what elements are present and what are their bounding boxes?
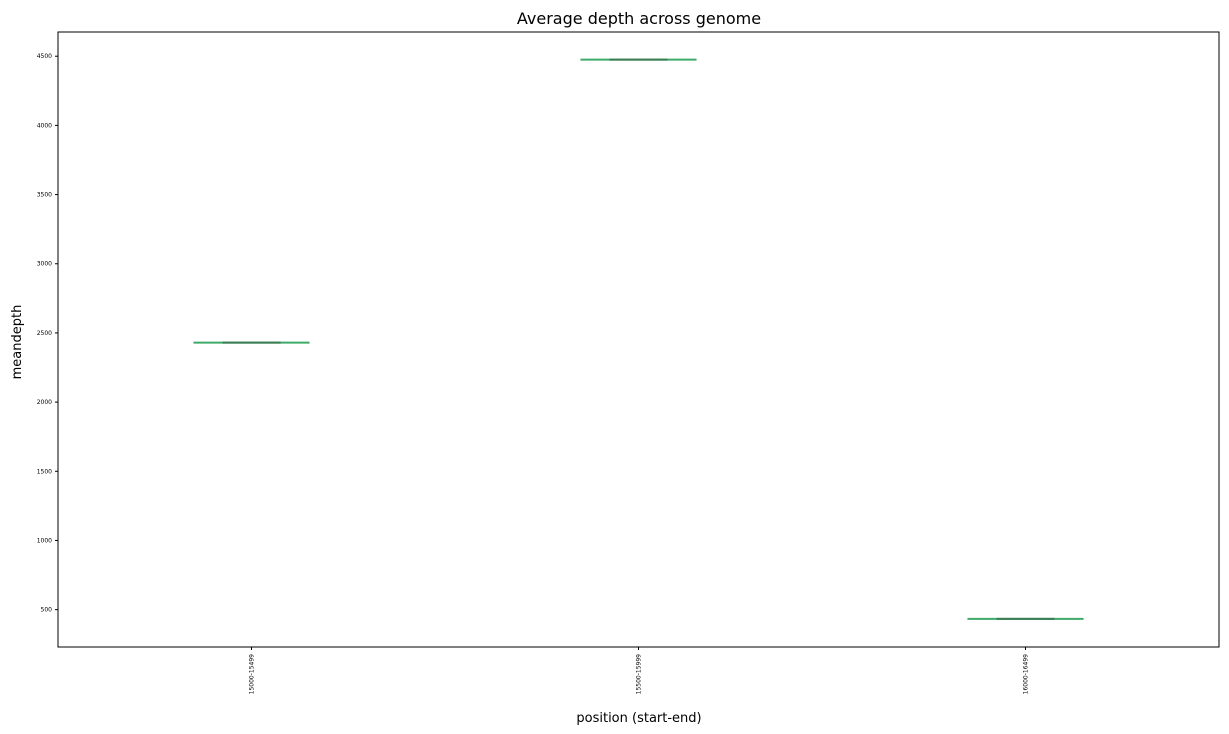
y-tick-label: 1000 [37, 537, 52, 544]
y-tick-label: 3000 [37, 261, 52, 268]
x-tick-label: 15000-15499 [249, 654, 256, 695]
y-axis-label: meandepth [10, 305, 25, 380]
chart-title: Average depth across genome [517, 9, 761, 28]
y-tick-label: 2000 [37, 399, 52, 406]
y-tick-label: 4500 [37, 53, 52, 60]
y-tick-label: 1500 [37, 468, 52, 475]
x-tick-label: 16000-16499 [1023, 654, 1030, 695]
plot-marks [193, 58, 1084, 620]
y-axis: 500 1000 1500 2000 2500 3000 3500 4000 4500 [37, 53, 58, 614]
y-tick-label: 4000 [37, 122, 52, 129]
y-tick-label: 3500 [37, 192, 52, 199]
y-tick-label: 500 [41, 607, 53, 614]
x-axis-label: position (start-end) [576, 711, 701, 726]
y-tick-label: 2500 [37, 330, 52, 337]
x-axis: 15000-15499 15500-15999 16000-16499 [249, 647, 1030, 694]
plot-frame [57, 31, 1220, 648]
x-tick-label: 15500-15999 [636, 654, 643, 695]
